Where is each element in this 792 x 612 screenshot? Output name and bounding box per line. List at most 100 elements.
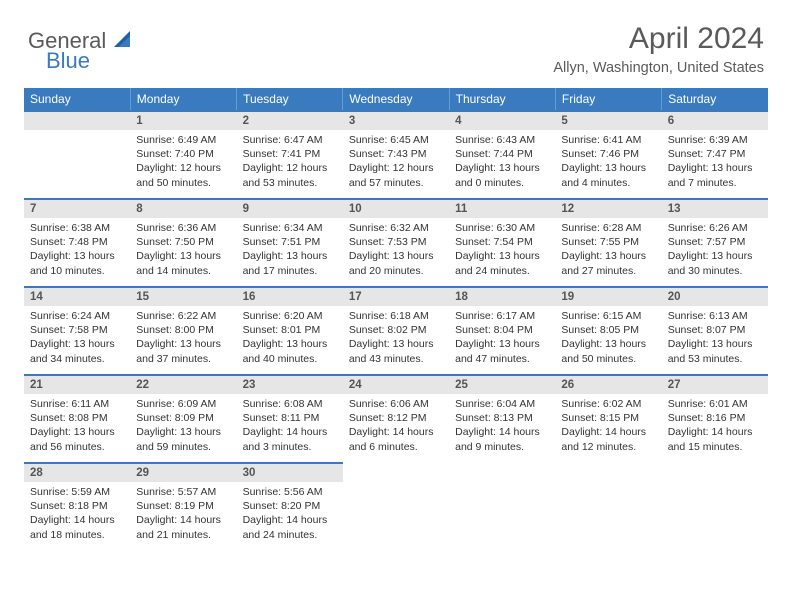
calendar-cell-empty [24,111,130,199]
day-details: Sunrise: 5:59 AMSunset: 8:18 PMDaylight:… [24,482,130,548]
calendar-cell: 15Sunrise: 6:22 AMSunset: 8:00 PMDayligh… [130,287,236,375]
day-number: 16 [237,288,343,306]
calendar-cell: 20Sunrise: 6:13 AMSunset: 8:07 PMDayligh… [662,287,768,375]
day-details: Sunrise: 6:36 AMSunset: 7:50 PMDaylight:… [130,218,236,284]
day-number: 10 [343,200,449,218]
calendar-cell: 3Sunrise: 6:45 AMSunset: 7:43 PMDaylight… [343,111,449,199]
day-number: 19 [555,288,661,306]
day-details: Sunrise: 6:11 AMSunset: 8:08 PMDaylight:… [24,394,130,460]
day-number: 1 [130,112,236,130]
calendar-cell: 24Sunrise: 6:06 AMSunset: 8:12 PMDayligh… [343,375,449,463]
calendar-cell: 19Sunrise: 6:15 AMSunset: 8:05 PMDayligh… [555,287,661,375]
day-details: Sunrise: 6:39 AMSunset: 7:47 PMDaylight:… [662,130,768,196]
calendar-cell: 9Sunrise: 6:34 AMSunset: 7:51 PMDaylight… [237,199,343,287]
calendar-cell: 5Sunrise: 6:41 AMSunset: 7:46 PMDaylight… [555,111,661,199]
day-details: Sunrise: 6:22 AMSunset: 8:00 PMDaylight:… [130,306,236,372]
calendar-cell: 10Sunrise: 6:32 AMSunset: 7:53 PMDayligh… [343,199,449,287]
calendar-cell: 14Sunrise: 6:24 AMSunset: 7:58 PMDayligh… [24,287,130,375]
weekday-header: Saturday [662,88,768,111]
day-details: Sunrise: 6:09 AMSunset: 8:09 PMDaylight:… [130,394,236,460]
day-number: 30 [237,464,343,482]
day-number: 14 [24,288,130,306]
day-details: Sunrise: 6:04 AMSunset: 8:13 PMDaylight:… [449,394,555,460]
calendar-cell-empty [449,463,555,551]
calendar-cell: 4Sunrise: 6:43 AMSunset: 7:44 PMDaylight… [449,111,555,199]
weekday-header: Monday [130,88,236,111]
day-details: Sunrise: 6:41 AMSunset: 7:46 PMDaylight:… [555,130,661,196]
calendar-cell: 16Sunrise: 6:20 AMSunset: 8:01 PMDayligh… [237,287,343,375]
day-details: Sunrise: 6:26 AMSunset: 7:57 PMDaylight:… [662,218,768,284]
day-details: Sunrise: 6:32 AMSunset: 7:53 PMDaylight:… [343,218,449,284]
day-details: Sunrise: 6:28 AMSunset: 7:55 PMDaylight:… [555,218,661,284]
day-number: 25 [449,376,555,394]
weekday-header: Friday [555,88,661,111]
calendar-cell: 8Sunrise: 6:36 AMSunset: 7:50 PMDaylight… [130,199,236,287]
day-number: 6 [662,112,768,130]
day-details: Sunrise: 6:06 AMSunset: 8:12 PMDaylight:… [343,394,449,460]
day-number: 26 [555,376,661,394]
calendar-cell: 6Sunrise: 6:39 AMSunset: 7:47 PMDaylight… [662,111,768,199]
logo-sail-icon [112,29,134,54]
day-number: 13 [662,200,768,218]
calendar-cell: 27Sunrise: 6:01 AMSunset: 8:16 PMDayligh… [662,375,768,463]
calendar-cell: 26Sunrise: 6:02 AMSunset: 8:15 PMDayligh… [555,375,661,463]
day-number: 5 [555,112,661,130]
day-details: Sunrise: 6:43 AMSunset: 7:44 PMDaylight:… [449,130,555,196]
day-details: Sunrise: 6:24 AMSunset: 7:58 PMDaylight:… [24,306,130,372]
weekday-header-row: Sunday Monday Tuesday Wednesday Thursday… [24,88,768,111]
calendar-row: 14Sunrise: 6:24 AMSunset: 7:58 PMDayligh… [24,287,768,375]
calendar-cell: 12Sunrise: 6:28 AMSunset: 7:55 PMDayligh… [555,199,661,287]
day-number: 23 [237,376,343,394]
day-number: 24 [343,376,449,394]
calendar-row: 21Sunrise: 6:11 AMSunset: 8:08 PMDayligh… [24,375,768,463]
day-details: Sunrise: 6:20 AMSunset: 8:01 PMDaylight:… [237,306,343,372]
logo: General Blue [28,22,136,54]
location-text: Allyn, Washington, United States [553,60,764,76]
calendar-cell: 7Sunrise: 6:38 AMSunset: 7:48 PMDaylight… [24,199,130,287]
day-number: 7 [24,200,130,218]
calendar-cell: 17Sunrise: 6:18 AMSunset: 8:02 PMDayligh… [343,287,449,375]
calendar-cell: 25Sunrise: 6:04 AMSunset: 8:13 PMDayligh… [449,375,555,463]
calendar-cell-empty [662,463,768,551]
day-number: 3 [343,112,449,130]
day-details: Sunrise: 6:34 AMSunset: 7:51 PMDaylight:… [237,218,343,284]
logo-text-blue: Blue [46,48,90,74]
calendar-table: Sunday Monday Tuesday Wednesday Thursday… [24,88,768,551]
day-number: 2 [237,112,343,130]
calendar-cell: 18Sunrise: 6:17 AMSunset: 8:04 PMDayligh… [449,287,555,375]
day-number: 8 [130,200,236,218]
day-number: 17 [343,288,449,306]
day-details: Sunrise: 6:49 AMSunset: 7:40 PMDaylight:… [130,130,236,196]
calendar-cell: 29Sunrise: 5:57 AMSunset: 8:19 PMDayligh… [130,463,236,551]
day-number: 11 [449,200,555,218]
calendar-cell: 22Sunrise: 6:09 AMSunset: 8:09 PMDayligh… [130,375,236,463]
calendar-cell: 2Sunrise: 6:47 AMSunset: 7:41 PMDaylight… [237,111,343,199]
calendar-row: 1Sunrise: 6:49 AMSunset: 7:40 PMDaylight… [24,111,768,199]
calendar-row: 28Sunrise: 5:59 AMSunset: 8:18 PMDayligh… [24,463,768,551]
calendar-cell: 23Sunrise: 6:08 AMSunset: 8:11 PMDayligh… [237,375,343,463]
title-block: April 2024 Allyn, Washington, United Sta… [553,22,764,76]
day-details: Sunrise: 5:57 AMSunset: 8:19 PMDaylight:… [130,482,236,548]
month-title: April 2024 [553,22,764,56]
calendar-cell: 13Sunrise: 6:26 AMSunset: 7:57 PMDayligh… [662,199,768,287]
weekday-header: Wednesday [343,88,449,111]
calendar-row: 7Sunrise: 6:38 AMSunset: 7:48 PMDaylight… [24,199,768,287]
calendar-cell: 21Sunrise: 6:11 AMSunset: 8:08 PMDayligh… [24,375,130,463]
weekday-header: Sunday [24,88,130,111]
calendar-cell-empty [343,463,449,551]
day-number: 27 [662,376,768,394]
day-number: 12 [555,200,661,218]
day-number: 9 [237,200,343,218]
calendar-cell: 1Sunrise: 6:49 AMSunset: 7:40 PMDaylight… [130,111,236,199]
calendar-cell-empty [555,463,661,551]
day-details: Sunrise: 6:47 AMSunset: 7:41 PMDaylight:… [237,130,343,196]
day-number: 29 [130,464,236,482]
day-details: Sunrise: 5:56 AMSunset: 8:20 PMDaylight:… [237,482,343,548]
calendar-cell: 30Sunrise: 5:56 AMSunset: 8:20 PMDayligh… [237,463,343,551]
day-number: 22 [130,376,236,394]
day-number: 28 [24,464,130,482]
day-details: Sunrise: 6:01 AMSunset: 8:16 PMDaylight:… [662,394,768,460]
day-number: 4 [449,112,555,130]
day-number: 20 [662,288,768,306]
weekday-header: Tuesday [237,88,343,111]
